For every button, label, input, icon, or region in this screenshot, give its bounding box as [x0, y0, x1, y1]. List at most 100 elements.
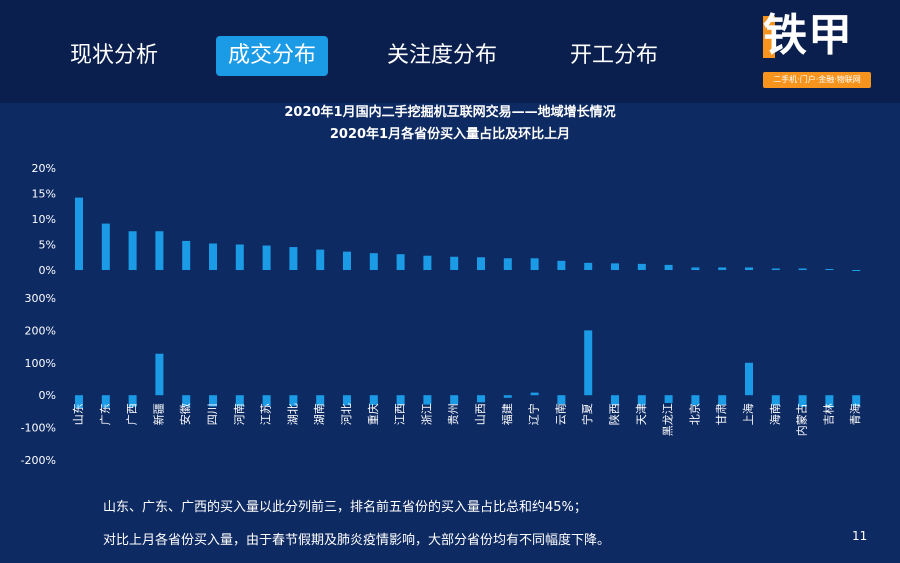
province-category-label: 海南 — [768, 403, 782, 425]
province-category-label: 上海 — [741, 403, 755, 425]
share-bar — [584, 262, 593, 270]
share-bar — [235, 244, 244, 270]
mom-change-bar — [477, 395, 485, 403]
logo-accent-mark — [763, 16, 775, 58]
share-bar — [128, 231, 137, 270]
province-category-label: 新疆 — [151, 403, 165, 425]
note-line-1: 山东、广东、广西的买入量以此分列前三，排名前五省份的买入量占比总和约45%； — [103, 500, 587, 515]
top-chart-y-tick-label: 20% — [32, 162, 56, 175]
share-bar — [530, 258, 539, 270]
share-bar — [477, 257, 485, 270]
share-bar — [423, 255, 432, 270]
share-bar — [611, 263, 619, 270]
mom-change-bar — [369, 395, 378, 405]
mom-change-bar — [155, 353, 164, 396]
tab-transaction-distribution[interactable]: 成交分布 — [216, 36, 329, 76]
mom-change-bar — [798, 395, 807, 407]
mom-change-bar — [825, 395, 834, 408]
share-bar — [637, 263, 646, 270]
mom-change-bar — [664, 395, 673, 403]
mom-change-bar — [343, 395, 351, 406]
province-bar-charts: 20%15%10%5%0%300%200%100%0%-100%-200%山东广… — [21, 162, 863, 467]
mom-change-bar — [718, 395, 727, 405]
province-category-label: 安徽 — [178, 403, 192, 425]
province-category-label: 湖南 — [313, 403, 326, 425]
province-category-label: 广西 — [126, 403, 139, 425]
share-bar — [182, 240, 191, 270]
top-chart-y-tick-label: 10% — [32, 213, 56, 226]
note-line-2: 对比上月各省份买入量，由于春节假期及肺炎疫情影响，大部分省份均有不同幅度下降。 — [103, 533, 611, 548]
share-bar — [262, 245, 271, 270]
top-chart-y-tick-label: 15% — [32, 188, 56, 201]
share-bar — [798, 268, 807, 270]
mom-change-bar — [852, 395, 861, 406]
share-bar — [101, 223, 110, 270]
province-category-label: 江西 — [394, 403, 407, 425]
tab-attention-distribution[interactable]: 关注度分布 — [387, 43, 498, 68]
province-category-label: 江苏 — [260, 403, 273, 425]
province-category-label: 湖北 — [286, 403, 299, 425]
province-category-label: 辽宁 — [527, 403, 541, 425]
share-bar — [691, 267, 700, 270]
share-bar — [155, 231, 164, 270]
bottom-chart-y-tick-label: 100% — [25, 357, 56, 370]
chart-title: 2020年1月国内二手挖掘机互联网交易——地域增长情况 — [284, 105, 616, 120]
province-category-label: 吉林 — [821, 403, 835, 425]
province-category-label: 四川 — [206, 403, 219, 425]
tab-operation-distribution[interactable]: 开工分布 — [570, 43, 659, 68]
mom-change-bar — [182, 395, 191, 407]
share-bar — [771, 268, 780, 270]
province-category-label: 宁夏 — [580, 403, 594, 425]
mom-change-bar — [745, 362, 753, 396]
share-bar — [369, 253, 378, 270]
mom-change-bar — [637, 395, 646, 406]
mom-change-bar — [611, 395, 619, 405]
province-category-label: 河南 — [233, 403, 246, 425]
province-category-label: 云南 — [554, 403, 567, 425]
mom-change-bar — [691, 395, 700, 406]
logo-tagline: 二手机·门户·金融·物联网 — [763, 72, 871, 88]
share-bar — [209, 243, 217, 270]
province-category-label: 北京 — [687, 403, 701, 425]
mom-change-bar — [316, 395, 325, 406]
top-navigation-bar: 现状分析 成交分布 关注度分布 开工分布 铁甲 二手机·门户·金融·物联网 — [0, 0, 900, 103]
mom-change-bar — [450, 395, 459, 405]
share-bar — [450, 256, 459, 270]
province-category-label: 重庆 — [366, 403, 380, 425]
mom-change-bar — [530, 392, 539, 396]
bottom-chart-y-tick-label: -200% — [21, 454, 56, 467]
mom-change-bar — [235, 395, 244, 407]
mom-change-bar — [128, 395, 137, 407]
tab-status-analysis[interactable]: 现状分析 — [70, 43, 159, 68]
province-category-label: 内蒙古 — [795, 403, 809, 436]
bottom-chart-y-tick-label: 300% — [25, 292, 56, 305]
province-category-label: 甘肃 — [715, 403, 728, 425]
page-number: 11 — [852, 529, 868, 543]
logo-wordmark: 铁甲 — [763, 10, 853, 61]
province-category-label: 河北 — [340, 403, 353, 425]
bottom-chart-y-tick-label: 0% — [39, 389, 56, 402]
share-bar — [557, 260, 566, 270]
province-category-label: 福建 — [500, 403, 514, 425]
share-bar — [316, 249, 325, 270]
mom-change-bar — [289, 395, 298, 406]
province-category-label: 广东 — [99, 403, 112, 425]
province-category-label: 天津 — [635, 403, 648, 425]
brand-logo: 铁甲 二手机·门户·金融·物联网 — [763, 6, 873, 88]
bottom-chart-y-tick-label: -100% — [21, 422, 56, 435]
province-category-label: 黑龙江 — [662, 403, 675, 436]
mom-change-bar — [503, 395, 512, 398]
chart-subtitle: 2020年1月各省份买入量占比及环比上月 — [329, 127, 571, 142]
bottom-chart-y-tick-label: 200% — [25, 324, 56, 337]
top-chart-y-tick-label: 5% — [39, 239, 56, 252]
mom-change-bar — [396, 395, 405, 405]
mom-change-bar — [423, 395, 432, 405]
mom-change-bar — [75, 395, 83, 409]
mom-change-bar — [771, 395, 780, 406]
share-bar — [75, 197, 83, 270]
share-bar — [718, 267, 727, 270]
mom-change-bar — [209, 395, 217, 407]
share-bar — [852, 270, 861, 271]
province-category-label: 陕西 — [607, 403, 621, 425]
share-bar — [396, 254, 405, 270]
